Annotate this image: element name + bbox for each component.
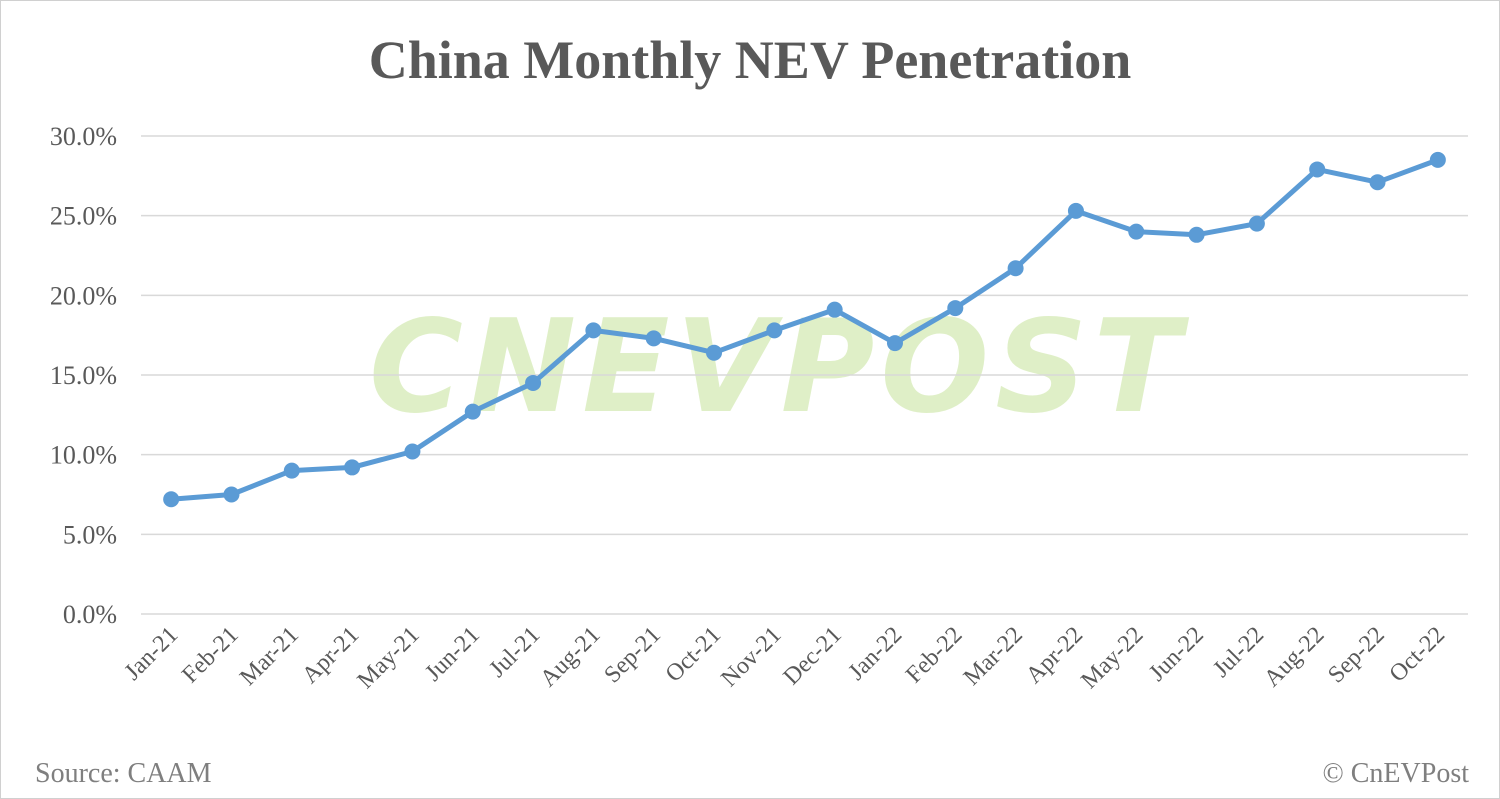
x-tick-label: Aug-22 xyxy=(1259,622,1329,692)
x-tick-label: Nov-21 xyxy=(716,622,786,692)
data-point xyxy=(766,322,783,339)
x-tick-label: Apr-21 xyxy=(297,622,364,689)
watermark-logo: CNEVPOST xyxy=(369,293,1187,442)
x-tick-label: Feb-22 xyxy=(901,622,967,688)
data-point xyxy=(344,459,361,476)
x-tick-label: Jun-21 xyxy=(420,622,485,687)
data-point xyxy=(1429,151,1446,168)
series-line xyxy=(170,157,1439,502)
data-point xyxy=(826,301,843,318)
chart-title: China Monthly NEV Penetration xyxy=(368,30,1132,90)
data-point xyxy=(1188,226,1205,243)
data-point xyxy=(1309,161,1326,178)
data-point xyxy=(886,335,903,352)
data-point xyxy=(1128,223,1145,240)
data-point xyxy=(645,330,662,347)
x-tick-label: Aug-21 xyxy=(535,622,605,692)
x-tick-label: Feb-21 xyxy=(177,622,243,688)
x-tick-label: Sep-21 xyxy=(599,622,665,688)
x-tick-label: Apr-22 xyxy=(1021,622,1088,689)
x-tick-label: Oct-22 xyxy=(1385,622,1451,688)
data-point xyxy=(1007,260,1024,277)
y-tick-label: 30.0% xyxy=(50,122,117,151)
y-tick-label: 25.0% xyxy=(50,202,117,231)
x-tick-label: Dec-21 xyxy=(779,622,847,690)
source-label: Source: CAAM xyxy=(35,758,212,789)
data-point xyxy=(947,300,964,317)
data-point xyxy=(525,374,542,391)
x-tick-label: May-22 xyxy=(1076,622,1148,694)
y-tick-label: 10.0% xyxy=(50,441,117,470)
x-tick-label: Mar-21 xyxy=(235,622,304,691)
data-point xyxy=(404,443,421,460)
x-tick-label: Jan-22 xyxy=(844,622,908,686)
copyright-label: © CnEVPost xyxy=(1322,758,1469,789)
data-point xyxy=(464,403,481,420)
data-point xyxy=(283,462,300,479)
data-point xyxy=(223,486,240,503)
data-point xyxy=(163,491,180,508)
y-tick-label: 15.0% xyxy=(50,361,117,390)
y-tick-label: 5.0% xyxy=(63,520,117,549)
x-tick-label: Mar-22 xyxy=(959,622,1028,691)
data-point xyxy=(1067,202,1084,219)
x-tick-label: Sep-22 xyxy=(1323,622,1389,688)
x-tick-label: May-21 xyxy=(353,622,425,694)
y-tick-label: 0.0% xyxy=(63,600,117,629)
x-tick-label: Jan-21 xyxy=(120,622,184,686)
x-tick-label: Jun-22 xyxy=(1144,622,1209,687)
x-tick-label: Oct-21 xyxy=(661,622,727,688)
data-point xyxy=(1248,215,1265,232)
data-point xyxy=(1369,174,1386,191)
data-point xyxy=(585,322,602,339)
y-tick-label: 20.0% xyxy=(50,281,117,310)
data-point xyxy=(706,344,723,361)
